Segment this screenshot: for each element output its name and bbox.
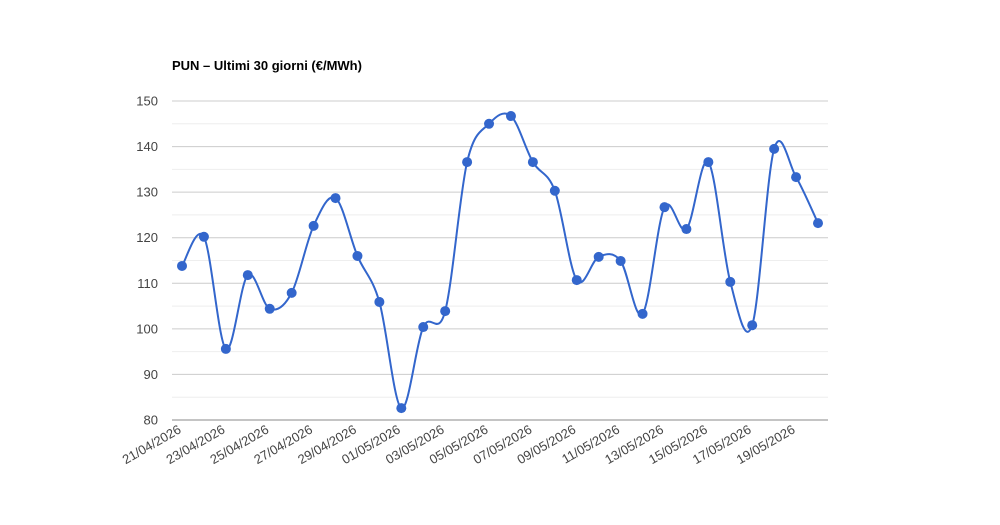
- y-tick-label: 80: [144, 413, 158, 428]
- point: [462, 157, 473, 168]
- y-tick-label: 150: [136, 94, 158, 109]
- y-tick-label: 130: [136, 185, 158, 200]
- y-tick-label: 100: [136, 321, 158, 336]
- y-tick-label: 120: [136, 230, 158, 245]
- point: [242, 270, 253, 281]
- point: [220, 343, 231, 354]
- point: [637, 308, 648, 319]
- point: [198, 231, 209, 242]
- point: [286, 287, 297, 298]
- point: [593, 251, 604, 262]
- chart-title: PUN – Ultimi 30 giorni (€/MWh): [172, 58, 362, 73]
- point: [615, 255, 626, 266]
- point: [527, 157, 538, 168]
- point: [769, 143, 780, 154]
- point: [440, 306, 451, 317]
- y-tick-label: 110: [137, 276, 158, 291]
- point: [352, 250, 363, 261]
- point: [396, 403, 407, 414]
- point: [813, 218, 823, 229]
- point: [308, 220, 319, 231]
- point: [703, 157, 714, 168]
- point: [264, 303, 275, 314]
- point: [747, 320, 758, 331]
- point: [725, 276, 736, 287]
- point: [484, 118, 495, 129]
- point: [177, 260, 187, 271]
- point: [571, 275, 582, 286]
- point: [330, 193, 341, 204]
- point: [549, 185, 560, 196]
- point: [374, 296, 385, 307]
- y-tick-label: 140: [136, 139, 158, 154]
- point: [659, 202, 670, 213]
- point: [418, 322, 429, 333]
- y-tick-label: 90: [144, 367, 158, 382]
- point: [505, 111, 516, 122]
- point: [791, 172, 802, 183]
- point: [681, 224, 692, 235]
